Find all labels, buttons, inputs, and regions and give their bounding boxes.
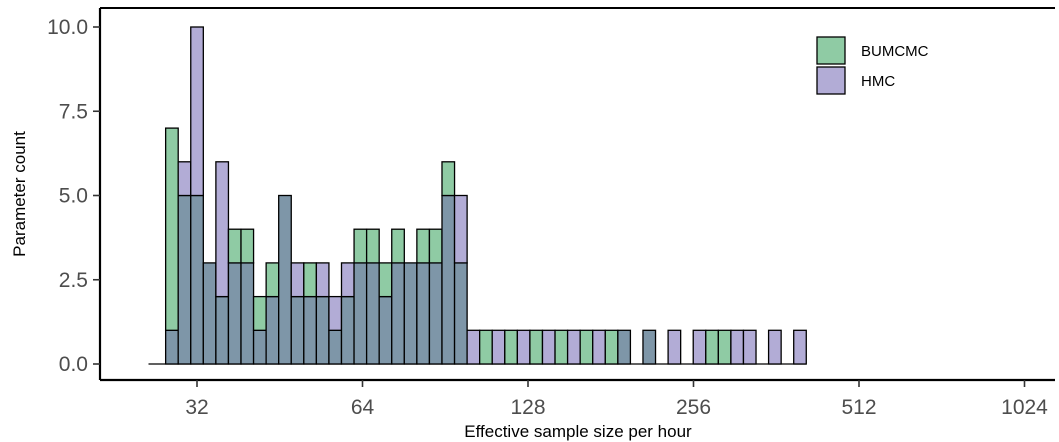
bar-overlap [403, 262, 418, 365]
bar-bumcmc [378, 262, 393, 298]
bar-hmc [793, 329, 807, 365]
x-tick-label: 1024 [1001, 396, 1048, 419]
bar-overlap [265, 295, 280, 365]
bar-overlap [290, 295, 305, 365]
legend-key-bumcmc [816, 36, 846, 65]
bar-bumcmc [240, 228, 255, 264]
bar-hmc [290, 262, 305, 298]
bar-overlap [252, 329, 267, 365]
bar-overlap [428, 262, 443, 365]
bar-overlap [164, 329, 179, 365]
y-tick-label: 5.0 [59, 185, 88, 208]
bar-bumcmc [579, 329, 594, 365]
y-tick-label: 0.0 [59, 353, 88, 376]
x-tick-label: 256 [676, 396, 711, 419]
bar-overlap [215, 295, 230, 365]
bar-bumcmc [504, 329, 519, 365]
bar-hmc [453, 194, 468, 264]
bar-overlap [353, 262, 368, 365]
bar-bumcmc [705, 329, 719, 365]
bar-bumcmc [303, 262, 318, 298]
bar-hmc [566, 329, 581, 365]
bar-hmc [730, 329, 745, 365]
bar-hmc [667, 329, 682, 365]
bar-overlap [441, 194, 456, 365]
axes-layer [98, 7, 1055, 382]
bar-hmc [340, 262, 355, 298]
bar-overlap [328, 329, 343, 365]
bar-bumcmc [416, 228, 431, 264]
bar-bumcmc [441, 161, 456, 197]
bar-hmc [491, 329, 506, 365]
bar-bumcmc [529, 329, 544, 365]
bar-hmc [592, 329, 606, 365]
legend-label-hmc: HMC [861, 73, 895, 90]
legend: BUMCMC HMC [816, 36, 929, 95]
bar-overlap [278, 194, 292, 365]
ticks-layer: 0.0 2.5 5.0 7.5 10.0 32 64 128 256 512 1024 [47, 16, 1048, 419]
y-axis-title: Parameter count [10, 131, 29, 257]
bar-hmc [692, 329, 707, 365]
bar-overlap [202, 262, 217, 365]
bar-hmc [215, 161, 230, 298]
bar-overlap [315, 295, 330, 365]
bar-bumcmc [353, 228, 368, 264]
legend-key-hmc [816, 66, 846, 95]
bar-hmc [466, 329, 481, 365]
bar-hmc [541, 329, 556, 365]
bar-bumcmc [164, 127, 179, 331]
bar-bumcmc [479, 329, 493, 365]
bar-bumcmc [604, 329, 619, 365]
bar-overlap [177, 194, 192, 365]
bar-bumcmc [428, 228, 443, 264]
bar-overlap [391, 262, 405, 365]
bar-bumcmc [554, 329, 569, 365]
bar-overlap [340, 295, 355, 365]
bar-overlap [365, 262, 380, 365]
bar-bumcmc [265, 262, 280, 298]
bar-bumcmc [391, 228, 405, 264]
bar-hmc [190, 26, 204, 197]
x-tick-label: 32 [185, 396, 208, 419]
x-tick-label: 512 [841, 396, 876, 419]
x-tick-label: 64 [351, 396, 375, 419]
bar-hmc [328, 295, 343, 331]
bar-hmc [742, 329, 757, 365]
bar-hmc [177, 161, 192, 197]
bar-hmc [315, 262, 330, 298]
bar-bumcmc [717, 329, 732, 365]
y-tick-label: 7.5 [59, 100, 88, 123]
bar-overlap [617, 329, 632, 365]
legend-label-bumcmc: BUMCMC [861, 43, 929, 60]
bars-layer [148, 26, 807, 365]
bar-hmc [767, 329, 782, 365]
x-axis-title: Effective sample size per hour [464, 422, 692, 441]
bar-overlap [642, 329, 657, 365]
bar-hmc [516, 329, 531, 365]
bar-bumcmc [252, 295, 267, 331]
x-tick-label: 128 [510, 396, 545, 419]
bar-overlap [240, 262, 255, 365]
y-tick-label: 10.0 [47, 16, 88, 39]
bar-overlap [190, 194, 204, 365]
bar-overlap [378, 295, 393, 365]
bar-overlap [416, 262, 431, 365]
bar-overlap [303, 295, 318, 365]
bar-bumcmc [227, 228, 242, 264]
bar-bumcmc [365, 228, 380, 264]
y-tick-label: 2.5 [59, 269, 88, 292]
bar-overlap [453, 262, 468, 365]
bar-overlap [227, 262, 242, 365]
